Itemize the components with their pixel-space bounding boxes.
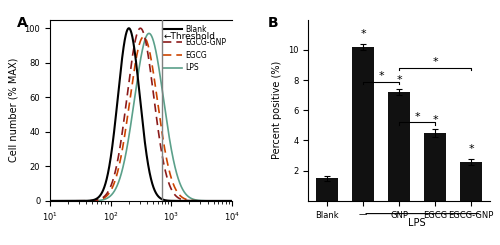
Text: *: * xyxy=(378,71,384,81)
Text: LPS: LPS xyxy=(408,218,426,228)
Legend: Blank, EGCG-GNP, EGCG, LPS: Blank, EGCG-GNP, EGCG, LPS xyxy=(161,24,228,74)
Y-axis label: Percent positive (%): Percent positive (%) xyxy=(272,61,282,159)
Text: *: * xyxy=(468,144,474,154)
Text: *: * xyxy=(396,74,402,85)
Y-axis label: Cell number (% MAX): Cell number (% MAX) xyxy=(9,58,19,162)
Text: A: A xyxy=(18,16,28,30)
Text: ←Threshold: ←Threshold xyxy=(163,32,215,41)
Bar xyxy=(460,162,481,201)
Bar xyxy=(316,178,338,201)
Text: *: * xyxy=(414,111,420,122)
Bar xyxy=(388,92,410,201)
Text: *: * xyxy=(432,57,438,67)
Text: B: B xyxy=(268,16,279,30)
Text: *: * xyxy=(360,29,366,39)
Text: *: * xyxy=(432,115,438,125)
Bar xyxy=(352,47,374,201)
Bar xyxy=(424,133,446,201)
